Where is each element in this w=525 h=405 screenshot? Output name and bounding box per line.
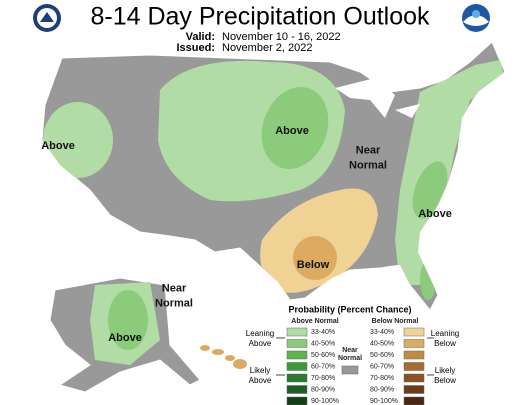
map-label: Above	[41, 140, 75, 152]
above-swatch	[286, 385, 308, 394]
noaa-logo	[462, 4, 490, 32]
above-swatch	[286, 373, 308, 383]
below-level: 80-90%	[370, 386, 394, 393]
below-swatch	[403, 327, 425, 337]
above-swatch	[286, 339, 308, 348]
map-label: Above	[108, 332, 142, 344]
side-label: Leaning	[246, 329, 274, 338]
above-level: 50-60%	[311, 352, 335, 359]
map-label: Near	[162, 282, 187, 294]
above-level: 80-90%	[311, 386, 335, 393]
alaska	[49, 277, 201, 393]
below-swatch	[403, 339, 425, 348]
above-level: 33-40%	[311, 329, 335, 336]
map-label: Normal	[349, 159, 387, 171]
great-lakes	[335, 78, 420, 118]
below-swatch	[403, 350, 425, 360]
hawaii	[200, 345, 247, 369]
side-label: Likely	[250, 366, 270, 375]
issued-label: Issued:	[176, 42, 215, 54]
below-level: 40-50%	[370, 340, 394, 347]
side-label: Below	[434, 339, 456, 348]
side-label: Likely	[435, 366, 455, 375]
side-label: Above	[249, 339, 272, 348]
above-header: Above Normal	[291, 318, 339, 325]
side-label: Leaning	[431, 329, 459, 338]
below-level: 33-40%	[370, 329, 394, 336]
map-label: Normal	[155, 297, 193, 309]
below-swatch	[403, 385, 425, 394]
below-swatch	[403, 396, 425, 405]
above-level: 70-80%	[311, 375, 335, 382]
above-level: 40-50%	[311, 340, 335, 347]
near-header: Near	[342, 347, 358, 354]
doc-logo	[33, 4, 61, 32]
below-swatch	[403, 373, 425, 383]
above-swatch	[286, 396, 308, 405]
map-label: Below	[297, 259, 330, 271]
map-label: Above	[275, 125, 309, 137]
below-level: 50-60%	[370, 352, 394, 359]
below-swatch	[403, 362, 425, 371]
side-label: Above	[249, 376, 272, 385]
valid-dates: November 10 - 16, 2022	[222, 31, 341, 43]
near-header: Normal	[338, 355, 362, 362]
valid-label: Valid:	[186, 31, 215, 43]
map-label: Above	[418, 208, 452, 220]
below-header: Below Normal	[372, 318, 419, 325]
above-level: 60-70%	[311, 363, 335, 370]
map-label: Near	[356, 144, 381, 156]
above-swatch	[286, 327, 308, 337]
below-level: 70-80%	[370, 375, 394, 382]
issued-date: November 2, 2022	[222, 42, 313, 54]
side-label: Below	[434, 376, 456, 385]
above-swatch	[286, 362, 308, 371]
below-level: 90-100%	[370, 398, 398, 405]
below-level: 60-70%	[370, 363, 394, 370]
above-level: 90-100%	[311, 398, 339, 405]
near-swatch	[341, 365, 359, 375]
title: 8-14 Day Precipitation Outlook	[90, 3, 430, 31]
above-swatch	[286, 350, 308, 360]
legend-title: Probability (Percent Chance)	[288, 304, 411, 314]
